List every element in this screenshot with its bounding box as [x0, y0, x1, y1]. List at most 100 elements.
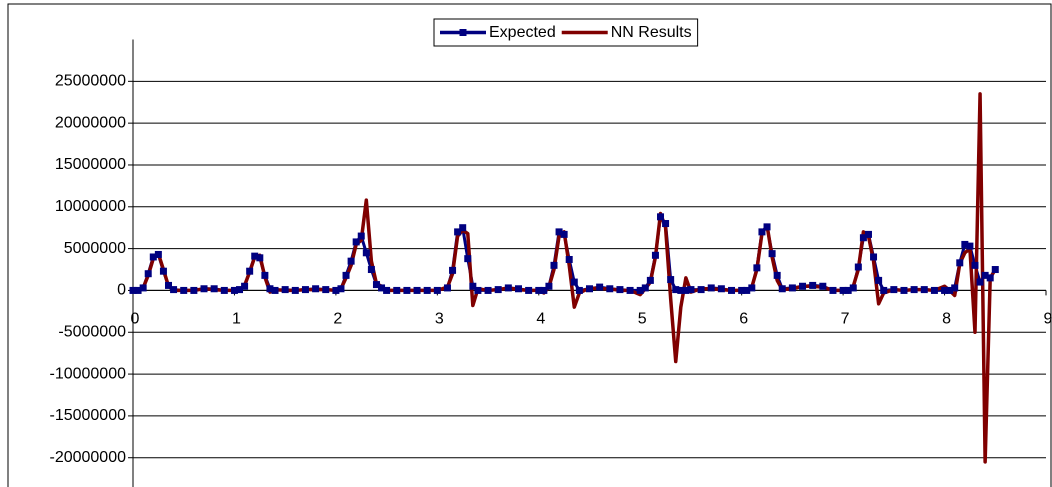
y-tick-label: -10000000: [49, 365, 126, 382]
data-marker: [236, 286, 244, 294]
data-marker: [550, 261, 558, 269]
data-marker: [788, 284, 796, 292]
data-marker: [256, 254, 264, 262]
data-marker: [596, 283, 604, 291]
data-marker: [403, 286, 411, 294]
data-marker: [449, 266, 457, 274]
data-marker: [758, 228, 766, 236]
data-marker: [986, 274, 994, 282]
data-marker: [337, 285, 345, 293]
x-tick-label: 5: [638, 311, 647, 328]
data-marker: [129, 286, 137, 294]
data-marker: [753, 264, 761, 272]
data-marker: [976, 278, 984, 286]
data-marker: [281, 286, 289, 294]
data-marker: [144, 270, 152, 278]
data-marker: [829, 286, 837, 294]
data-marker: [920, 286, 928, 294]
data-marker: [504, 284, 512, 292]
data-marker: [210, 285, 218, 293]
data-marker: [469, 282, 477, 290]
data-marker: [682, 286, 690, 294]
data-marker: [854, 263, 862, 271]
data-marker: [799, 282, 807, 290]
data-marker: [981, 271, 989, 279]
data-marker: [200, 285, 208, 293]
data-marker: [961, 240, 969, 248]
x-tick-label: 0: [131, 311, 140, 328]
y-tick-label: 15000000: [55, 156, 126, 173]
data-marker: [266, 285, 274, 293]
data-marker: [677, 286, 685, 294]
x-tick-label: 8: [942, 311, 951, 328]
data-marker: [271, 286, 279, 294]
data-marker: [636, 286, 644, 294]
data-marker: [763, 223, 771, 231]
data-marker: [864, 230, 872, 238]
data-marker: [540, 286, 548, 294]
data-marker: [312, 285, 320, 293]
data-marker: [819, 282, 827, 290]
data-marker: [890, 286, 898, 294]
x-tick-label: 1: [232, 311, 241, 328]
data-marker: [839, 286, 847, 294]
data-marker: [159, 267, 167, 275]
data-marker: [844, 286, 852, 294]
data-marker: [139, 284, 147, 292]
y-tick-label: 25000000: [55, 73, 126, 90]
data-marker: [261, 271, 269, 279]
data-marker: [971, 261, 979, 269]
data-marker: [393, 286, 401, 294]
data-marker: [423, 286, 431, 294]
data-marker: [662, 220, 670, 228]
data-marker: [474, 286, 482, 294]
data-marker: [190, 286, 198, 294]
data-marker: [367, 266, 375, 274]
data-marker: [773, 271, 781, 279]
y-tick-label: 20000000: [55, 114, 126, 131]
data-marker: [241, 282, 249, 290]
data-marker: [651, 251, 659, 259]
data-marker: [322, 286, 330, 294]
data-marker: [372, 281, 380, 289]
y-tick-label: 0: [117, 282, 126, 299]
data-marker: [880, 286, 888, 294]
data-marker: [849, 284, 857, 292]
data-marker: [383, 286, 391, 294]
legend-label: NN Results: [611, 24, 692, 41]
data-marker: [220, 286, 228, 294]
data-marker: [459, 224, 467, 232]
chart-frame: [7, 3, 1052, 487]
data-marker: [535, 286, 543, 294]
x-tick-label: 7: [841, 311, 850, 328]
data-marker: [768, 250, 776, 258]
data-marker: [134, 286, 142, 294]
data-marker: [494, 286, 502, 294]
data-marker: [667, 276, 675, 284]
data-marker: [870, 253, 878, 261]
data-marker: [347, 257, 355, 265]
y-tick-label: -20000000: [49, 449, 126, 466]
data-marker: [545, 282, 553, 290]
data-marker: [357, 232, 365, 240]
data-marker: [180, 286, 188, 294]
data-marker: [165, 281, 173, 289]
data-marker: [616, 286, 624, 294]
x-tick-label: 6: [739, 311, 748, 328]
x-tick-label: 9: [1044, 311, 1052, 328]
data-marker: [738, 286, 746, 294]
data-marker: [743, 286, 751, 294]
data-marker: [910, 286, 918, 294]
data-marker: [443, 284, 451, 292]
series-line: [133, 92, 997, 464]
data-marker: [991, 266, 999, 274]
data-marker: [560, 230, 568, 238]
data-marker: [154, 250, 162, 258]
legend: Expected NN Results: [433, 18, 699, 47]
data-marker: [951, 284, 959, 292]
data-marker: [170, 286, 178, 294]
data-marker: [555, 228, 563, 236]
data-marker: [230, 286, 238, 294]
